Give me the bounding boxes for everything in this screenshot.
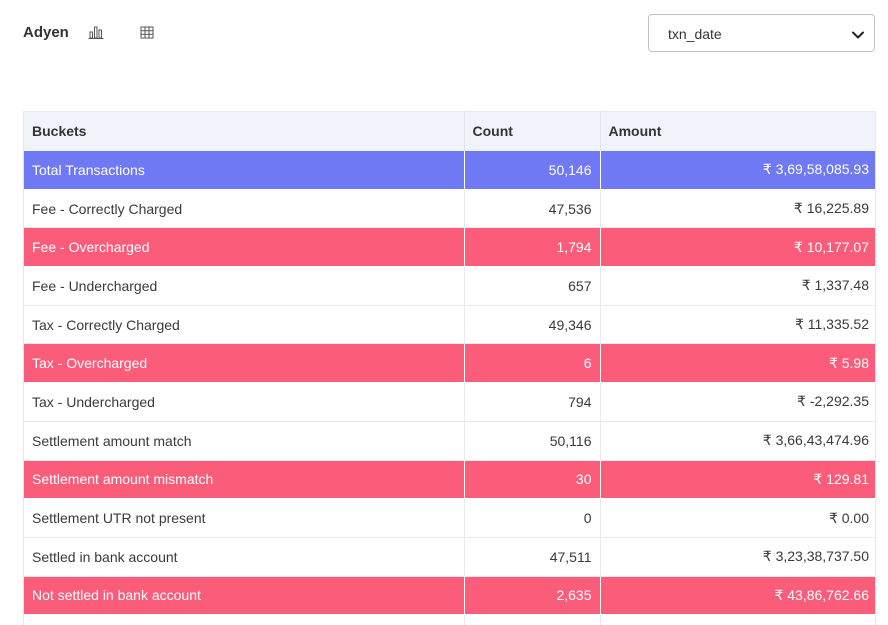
cell-bucket: Total Transactions: [24, 150, 465, 190]
table-row: Not settled in bank account 2,635 ₹ 43,86,…: [24, 576, 875, 616]
cell-bucket: Tax - Overcharged: [24, 343, 465, 384]
buckets-table-container: Buckets Count Amount Total Transactions 5…: [23, 111, 876, 625]
cell-amount: ₹ 1,337.48: [600, 266, 875, 306]
table-row: Tax - Undercharged 794 ₹ -2,292.35: [24, 382, 875, 422]
table-row: Settlement amount mismatch 30 ₹ 129.81: [24, 460, 875, 500]
table-row: Tax - Correctly Charged 49,346 ₹ 11,335.52: [24, 305, 875, 345]
cell-count: 47,536: [464, 189, 601, 229]
table-row: Tax - Overcharged 6 ₹ 5.98: [24, 343, 875, 384]
cell-bucket: Fee - Undercharged: [24, 266, 465, 306]
cell-count: 6: [464, 343, 601, 384]
cell-amount: ₹ -2,292.35: [600, 382, 875, 422]
cell-count: 794: [464, 382, 601, 422]
column-header-amount[interactable]: Amount: [600, 111, 875, 151]
table-row: Fee - Undercharged 657 ₹ 1,337.48: [24, 266, 875, 306]
chevron-down-icon: [851, 28, 865, 40]
cell-count: 1,794: [464, 227, 601, 268]
cell-bucket: Settled in bank account: [24, 537, 465, 577]
table-row: Fee - Correctly Charged 47,536 ₹ 16,225.89: [24, 189, 875, 229]
cell-bucket: Fee - Overcharged: [24, 227, 465, 268]
cell-count: 2,635: [464, 576, 601, 616]
cell-count: 47,511: [464, 537, 601, 577]
cell-count: 657: [464, 266, 601, 306]
table-row: Total Transactions 50,146 ₹ 3,69,58,085.93: [24, 150, 875, 190]
column-header-count[interactable]: Count: [464, 111, 601, 151]
table-row: Fee - Overcharged 1,794 ₹ 10,177.07: [24, 227, 875, 268]
cell-amount: ₹ 3,23,38,737.50: [600, 537, 875, 577]
cell-bucket: Settlement amount match: [24, 421, 465, 461]
buckets-table: Buckets Count Amount Total Transactions 5…: [24, 111, 875, 625]
cell-amount: ₹ 5.98: [600, 343, 875, 384]
cell-count: 0: [464, 498, 601, 538]
table-grid-icon[interactable]: [138, 23, 156, 41]
brand-title: Adyen: [23, 24, 69, 41]
cell-amount: [600, 614, 875, 625]
cell-bucket: Tax - Undercharged: [24, 382, 465, 422]
cell-bucket: [24, 614, 465, 625]
column-header-buckets[interactable]: Buckets: [24, 111, 465, 151]
table-row: [24, 614, 875, 625]
cell-count: [464, 614, 601, 625]
cell-amount: ₹ 16,225.89: [600, 189, 875, 229]
cell-bucket: Tax - Correctly Charged: [24, 305, 465, 345]
cell-amount: ₹ 3,66,43,474.96: [600, 421, 875, 461]
cell-bucket: Not settled in bank account: [24, 576, 465, 616]
cell-amount: ₹ 11,335.52: [600, 305, 875, 345]
cell-amount: ₹ 0.00: [600, 498, 875, 538]
cell-count: 49,346: [464, 305, 601, 345]
cell-amount: ₹ 129.81: [600, 460, 875, 500]
cell-amount: ₹ 10,177.07: [600, 227, 875, 268]
top-bar: Adyen txn_date: [0, 0, 888, 64]
table-body: Total Transactions 50,146 ₹ 3,69,58,085.93…: [24, 150, 875, 625]
cell-bucket: Settlement amount mismatch: [24, 460, 465, 500]
cell-count: 50,116: [464, 421, 601, 461]
table-row: Settled in bank account 47,511 ₹ 3,23,38,7…: [24, 537, 875, 577]
table-row: Settlement UTR not present 0 ₹ 0.00: [24, 498, 875, 538]
table-header-row: Buckets Count Amount: [24, 111, 875, 151]
bar-chart-icon[interactable]: [87, 23, 105, 41]
cell-count: 30: [464, 460, 601, 500]
table-row: Settlement amount match 50,116 ₹ 3,66,43,4…: [24, 421, 875, 461]
cell-amount: ₹ 43,86,762.66: [600, 576, 875, 616]
cell-bucket: Fee - Correctly Charged: [24, 189, 465, 229]
cell-bucket: Settlement UTR not present: [24, 498, 465, 538]
cell-amount: ₹ 3,69,58,085.93: [600, 150, 875, 190]
cell-count: 50,146: [464, 150, 601, 190]
date-field-select[interactable]: txn_date: [648, 14, 875, 52]
date-field-select-value: txn_date: [668, 26, 722, 42]
